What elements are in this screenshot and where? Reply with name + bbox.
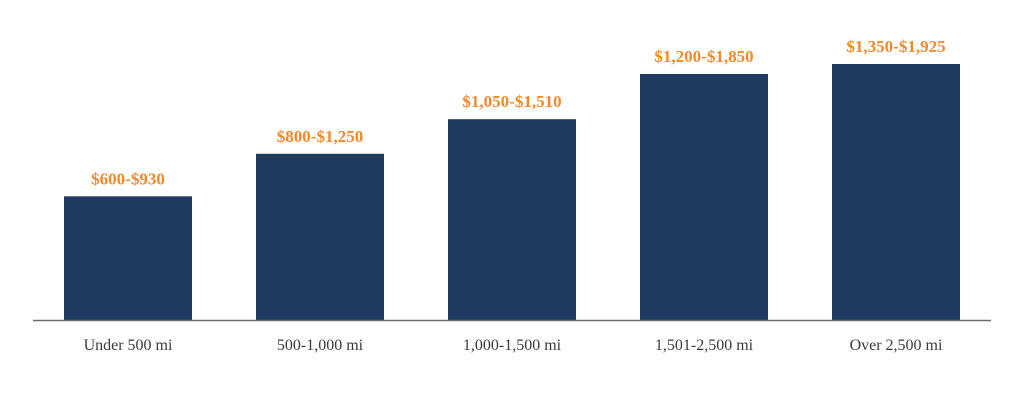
- bar-2: [448, 119, 576, 321]
- bar-3: [640, 73, 768, 320]
- x-tick-labels-group: Under 500 mi 500-1,000 mi 1,000-1,500 mi 1,…: [84, 337, 943, 354]
- x-tick-label-0: Under 500 mi: [84, 337, 173, 354]
- x-tick-label-2: 1,000-1,500 mi: [463, 337, 562, 354]
- data-label-2: $1,050-$1,510: [462, 92, 561, 111]
- data-label-0: $600-$930: [91, 169, 165, 188]
- data-label-1: $800-$1,250: [277, 127, 363, 146]
- data-labels-group: $600-$930 $800-$1,250 $1,050-$1,510 $1,200-…: [91, 37, 945, 188]
- data-label-4: $1,350-$1,925: [846, 37, 945, 56]
- bar-4: [832, 64, 960, 320]
- bar-0: [64, 196, 192, 320]
- bars-group: [64, 64, 960, 321]
- x-tick-label-4: Over 2,500 mi: [850, 337, 943, 354]
- x-tick-label-3: 1,501-2,500 mi: [655, 337, 754, 354]
- x-tick-label-1: 500-1,000 mi: [277, 337, 364, 354]
- data-label-3: $1,200-$1,850: [654, 47, 753, 66]
- bar-1: [256, 153, 384, 320]
